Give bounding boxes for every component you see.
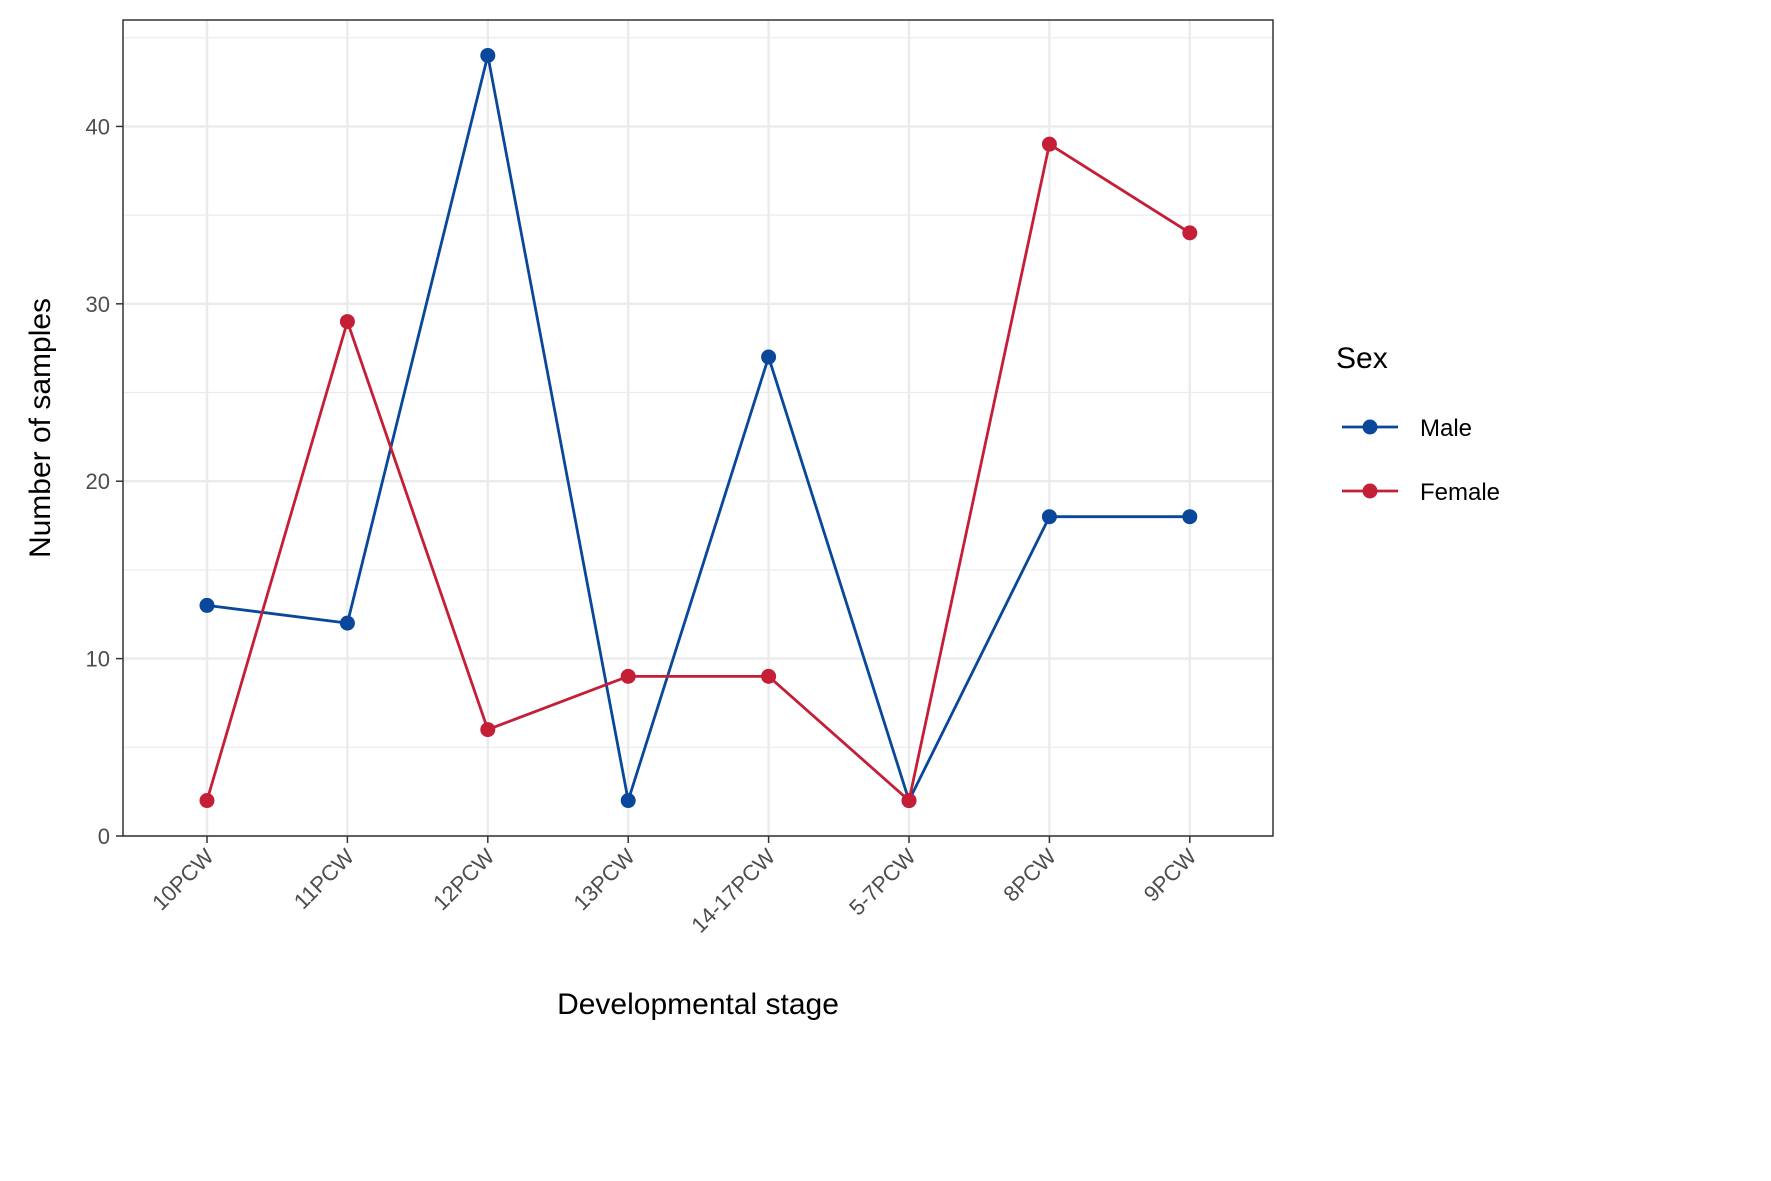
data-point-female <box>620 668 636 684</box>
data-point-male <box>1041 509 1057 525</box>
legend-key-point-female <box>1362 483 1378 499</box>
legend-item-female: Female <box>1342 479 1500 506</box>
y-axis-title: Number of samples <box>24 298 57 558</box>
x-tick-label: 12PCW <box>428 844 499 915</box>
y-tick-label: 0 <box>98 824 110 849</box>
y-tick-label: 30 <box>86 292 110 317</box>
minor-gridlines <box>123 37 1273 748</box>
plot-background <box>123 20 1273 836</box>
data-point-male <box>761 349 777 365</box>
x-tick-label: 11PCW <box>289 844 359 914</box>
data-point-male <box>199 597 215 613</box>
legend-items: Male Female <box>1342 415 1500 506</box>
legend-key-point-male <box>1362 419 1378 435</box>
legend-label-male: Male <box>1420 415 1472 442</box>
data-point-female <box>1041 136 1057 152</box>
x-axis-title: Developmental stage <box>557 988 839 1021</box>
legend: Sex Male Female <box>1336 342 1500 506</box>
y-tick-label: 20 <box>86 469 110 494</box>
data-point-female <box>901 793 917 809</box>
legend-title: Sex <box>1336 342 1388 375</box>
data-point-male <box>620 793 636 809</box>
series-layer <box>199 47 1198 809</box>
data-point-female <box>339 314 355 330</box>
y-tick-label: 40 <box>86 114 110 139</box>
series-line-female <box>205 142 1191 802</box>
legend-label-female: Female <box>1420 479 1500 506</box>
data-point-female <box>1182 225 1198 241</box>
x-tick-label: 14-17PCW <box>686 844 780 938</box>
y-axis: 0 10 20 30 40 <box>86 114 123 849</box>
data-point-male <box>1182 509 1198 525</box>
series-line-male <box>206 54 1190 802</box>
data-point-male <box>339 615 355 631</box>
legend-item-male: Male <box>1342 415 1472 442</box>
plot-border <box>122 19 1274 837</box>
data-point-female <box>199 793 215 809</box>
x-axis: 10PCW 11PCW 12PCW 13PCW 14-17PCW 5-7PCW 8PCW 9P… <box>147 836 1202 938</box>
x-tick-label: 8PCW <box>998 844 1061 907</box>
x-tick-label: 9PCW <box>1139 844 1202 907</box>
data-point-female <box>761 668 777 684</box>
x-tick-label: 5-7PCW <box>844 844 921 921</box>
x-tick-label: 10PCW <box>147 844 218 915</box>
line-chart: 0 10 20 30 40 10PCW 11PCW 12PCW 13PCW 14-17PCW 5-… <box>24 19 1500 1021</box>
data-point-male <box>480 47 496 63</box>
data-point-female <box>480 722 496 738</box>
y-tick-label: 10 <box>86 647 110 672</box>
x-tick-label: 13PCW <box>568 844 639 915</box>
